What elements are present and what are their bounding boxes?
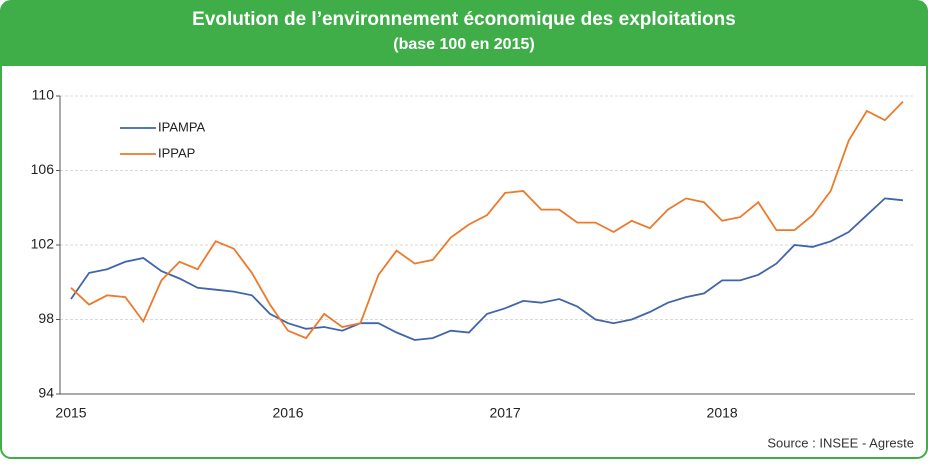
- line-series: [70, 100, 904, 340]
- y-tick-label: 110: [32, 87, 55, 103]
- y-tick-label: 102: [31, 236, 55, 252]
- header: [1, 1, 927, 66]
- y-tick-label: 94: [38, 385, 54, 401]
- x-tick-label: 2018: [707, 405, 738, 421]
- chart-subtitle: (base 100 en 2015): [393, 36, 534, 53]
- source: Source : INSEE - Agreste: [767, 435, 914, 450]
- legend-label: IPPAP: [158, 145, 195, 160]
- line-series: [70, 197, 904, 341]
- y-tick-label: 106: [31, 161, 55, 177]
- legend-label: IPAMPA: [158, 119, 206, 134]
- x-tick-label: 2017: [490, 405, 521, 421]
- chart-title: Evolution de l’environnement économique …: [192, 9, 736, 30]
- y-tick-label: 98: [38, 310, 54, 326]
- x-tick-label: 2016: [272, 405, 303, 421]
- x-tick-label: 2015: [55, 405, 86, 421]
